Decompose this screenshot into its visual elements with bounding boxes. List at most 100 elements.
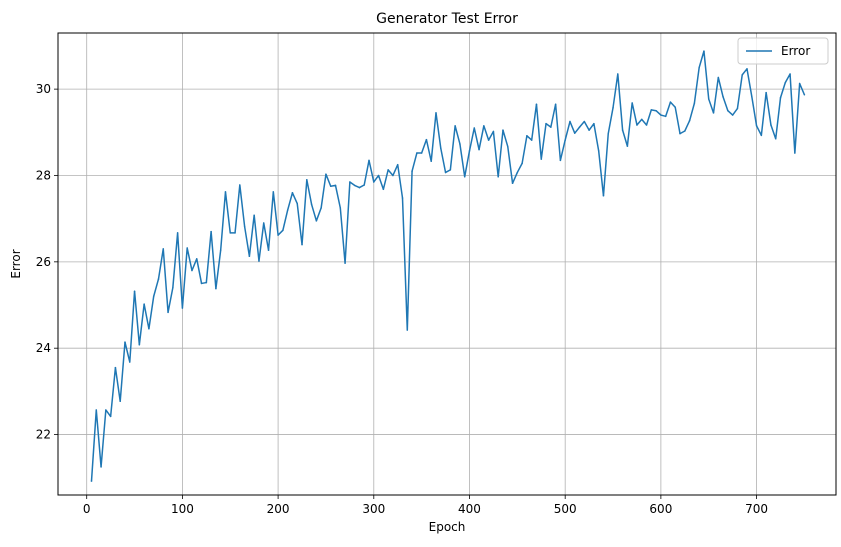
data-point <box>172 287 174 289</box>
x-tick-label: 600 <box>649 502 672 516</box>
data-point <box>105 409 107 411</box>
data-point <box>574 132 576 134</box>
data-point <box>751 95 753 98</box>
data-point <box>205 281 208 284</box>
data-point <box>239 184 241 186</box>
data-point <box>229 232 231 234</box>
data-point <box>262 222 265 224</box>
data-point <box>349 181 351 183</box>
data-point <box>550 126 552 128</box>
data-point <box>411 170 413 172</box>
data-point <box>770 124 772 126</box>
data-point <box>277 234 279 236</box>
data-point <box>803 93 806 96</box>
data-point <box>373 181 375 183</box>
data-point <box>315 220 318 222</box>
plot-frame <box>57 32 837 496</box>
data-point <box>368 159 370 162</box>
data-point <box>176 232 179 234</box>
data-point <box>129 361 131 363</box>
data-point <box>119 400 121 403</box>
data-point <box>224 191 227 193</box>
data-point <box>392 174 394 177</box>
data-point <box>310 203 313 206</box>
data-point <box>664 115 667 118</box>
y-tick-label: 30 <box>36 82 51 96</box>
data-point <box>301 243 303 246</box>
data-point <box>559 159 562 162</box>
data-point <box>329 185 332 188</box>
data-point <box>191 269 193 272</box>
chart-title: Generator Test Error <box>376 11 518 27</box>
data-point <box>406 329 409 331</box>
y-tick-label: 26 <box>36 255 51 269</box>
data-point <box>396 163 399 166</box>
y-tick-label: 24 <box>36 341 51 355</box>
data-point <box>636 124 638 126</box>
data-point <box>416 152 418 154</box>
data-point <box>640 118 643 121</box>
data-point <box>521 162 523 165</box>
data-point <box>114 366 117 369</box>
data-point <box>133 290 136 292</box>
series-layer <box>90 50 806 482</box>
data-point <box>717 76 720 79</box>
data-point <box>684 130 686 132</box>
data-point <box>353 184 356 187</box>
data-point <box>760 134 763 137</box>
data-point <box>731 114 734 116</box>
data-point <box>645 124 648 126</box>
data-point <box>497 176 499 178</box>
data-point <box>248 255 251 257</box>
data-point <box>463 176 466 178</box>
y-tick-label: 28 <box>36 168 51 182</box>
series-line-error <box>90 50 806 482</box>
data-point <box>631 102 633 104</box>
data-point <box>736 107 739 110</box>
data-point <box>798 82 801 85</box>
data-point <box>196 258 198 260</box>
data-point <box>167 311 169 314</box>
data-point <box>478 148 480 151</box>
data-point <box>459 143 461 145</box>
data-point <box>774 138 777 140</box>
data-point <box>545 122 547 125</box>
data-point <box>569 120 571 123</box>
data-point <box>597 150 600 152</box>
data-point <box>425 138 428 141</box>
data-point <box>535 103 538 105</box>
data-point <box>722 96 724 98</box>
data-point <box>387 169 389 171</box>
data-point <box>124 341 126 343</box>
data-point <box>554 103 557 105</box>
data-point <box>444 171 447 174</box>
data-point <box>435 112 437 114</box>
data-point <box>440 147 442 150</box>
x-axis-label: Epoch <box>429 520 466 534</box>
data-point <box>621 129 624 131</box>
data-point <box>794 152 796 154</box>
data-point <box>741 74 743 76</box>
data-point <box>377 174 380 177</box>
data-point <box>578 126 581 128</box>
data-point <box>468 150 471 152</box>
data-point <box>483 125 485 127</box>
data-point <box>607 132 609 135</box>
data-point <box>511 182 514 185</box>
data-point <box>143 303 145 305</box>
legend-box <box>737 37 829 65</box>
data-point <box>660 114 662 116</box>
data-point <box>258 260 260 262</box>
data-point <box>779 97 782 99</box>
data-point <box>669 101 672 103</box>
data-point <box>157 278 160 280</box>
data-point <box>626 145 629 147</box>
x-axis: 0 100 200 300 400 500 600 700 <box>83 495 768 516</box>
data-point <box>693 102 696 105</box>
x-tick-label: 0 <box>83 502 91 516</box>
x-tick-label: 400 <box>458 502 481 516</box>
data-point <box>138 343 141 346</box>
data-point <box>473 127 476 129</box>
data-point <box>148 328 150 330</box>
